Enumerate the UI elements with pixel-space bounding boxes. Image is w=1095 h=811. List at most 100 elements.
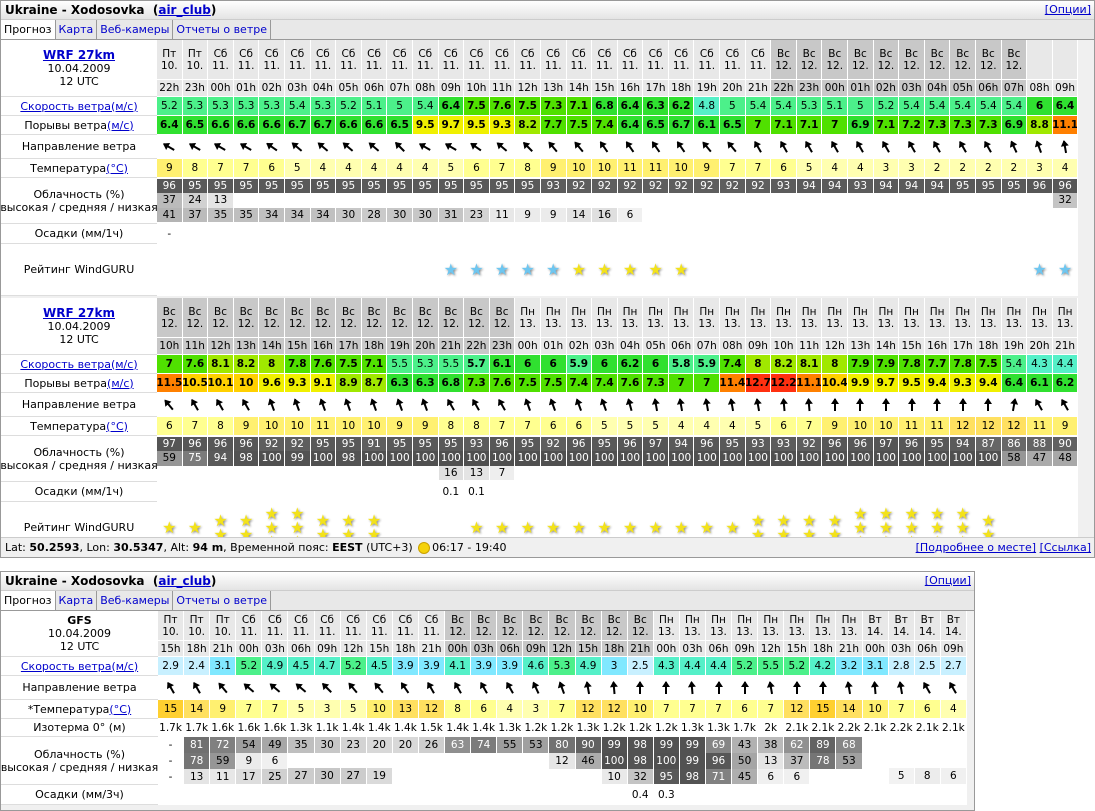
user-link[interactable]: air_club xyxy=(158,574,211,588)
temp-value: 10 xyxy=(290,420,304,432)
cloud-total: 55 xyxy=(497,737,523,753)
wind-direction-arrow-icon xyxy=(190,398,199,411)
gust-unit-link[interactable]: (м/с) xyxy=(107,118,134,132)
wind-direction-arrow-icon xyxy=(369,397,378,411)
temp-unit-link[interactable]: (°C) xyxy=(106,419,128,433)
tab-wind-reports[interactable]: Отчеты о ветре xyxy=(173,591,271,610)
cell-model: Сб 11. xyxy=(288,611,315,641)
row-label-cloud: Облачность (%) высокая / средняя / низкая xyxy=(1,436,157,482)
wind-direction-arrow-icon xyxy=(322,682,333,693)
cell-speed: 5.4 xyxy=(924,97,951,116)
temp-value: 14 xyxy=(842,703,856,715)
day-name: Пт xyxy=(187,47,202,60)
cell-dir xyxy=(262,676,289,700)
cell-gust: 11.1 xyxy=(1052,116,1079,135)
day-date: 11. xyxy=(240,625,258,638)
wind-speed-unit-link[interactable]: (м/с) xyxy=(110,99,138,113)
cell-speed: 8.1 xyxy=(208,355,234,374)
tab-wind-reports[interactable]: Отчеты о ветре xyxy=(173,20,271,39)
gust-unit-link[interactable]: (м/с) xyxy=(107,376,134,390)
gust-value: 8.9 xyxy=(339,377,358,389)
cloud-high: 9 xyxy=(236,752,262,769)
wind-direction-arrow-icon xyxy=(600,397,608,411)
model-name-link[interactable]: WRF 27km xyxy=(42,47,116,62)
cell-hour: 19h xyxy=(387,338,413,355)
day-name: Вс xyxy=(367,305,381,318)
cloud-total: 95 xyxy=(1001,178,1027,194)
temp-value: 9 xyxy=(421,420,429,432)
cloud-label: Облачность (%) xyxy=(33,187,125,201)
cell-rating: ★ xyxy=(592,244,618,296)
wind-direction-arrow-icon xyxy=(317,141,329,152)
cloud-low xyxy=(418,768,445,784)
options-link[interactable]: [Опции] xyxy=(1044,3,1091,16)
cell-speed: 7.8 xyxy=(899,355,925,374)
cloud-total: 86 xyxy=(1001,436,1027,452)
cell-precip xyxy=(679,785,706,805)
wind-speed-value: 6.8 xyxy=(595,100,614,112)
tab-webcams[interactable]: Веб-камеры xyxy=(97,591,174,610)
model-name-link[interactable]: WRF 27km xyxy=(42,305,116,320)
tab-map[interactable]: Карта xyxy=(56,591,98,610)
cell-speed: 6.4 xyxy=(1052,97,1079,116)
cell-gust: 6.3 xyxy=(387,374,413,393)
more-info-link[interactable]: [Подробнее о месте] xyxy=(915,541,1037,554)
wind-speed-value: 4.5 xyxy=(292,660,310,672)
cell-model: Сб 11. xyxy=(694,40,721,80)
cell-dir xyxy=(601,676,628,700)
cell-temp: 11 xyxy=(924,417,951,436)
cell-temp: 4 xyxy=(361,159,388,178)
hour: 01h xyxy=(850,82,871,94)
cell-speed: 8.2 xyxy=(771,355,797,374)
day-name: Вс xyxy=(503,613,517,626)
cell-cloud: 91 100 xyxy=(361,436,388,482)
cell-iso: 1.4k xyxy=(445,719,472,737)
tab-forecast[interactable]: Прогноз xyxy=(1,20,56,39)
cell-precip xyxy=(950,224,976,244)
tab-forecast[interactable]: Прогноз xyxy=(1,591,56,610)
cell-model: Сб 11. xyxy=(745,40,772,80)
temp-value: 2 xyxy=(959,162,967,174)
temp-unit-link[interactable]: (°C) xyxy=(106,161,128,175)
wind-direction-arrow-icon xyxy=(419,142,431,151)
cloud-mid: 16 xyxy=(592,207,617,223)
options-link[interactable]: [Опции] xyxy=(924,574,971,587)
cell-speed: 5.4 xyxy=(771,97,797,116)
wind-speed-link[interactable]: Скорость ветра xyxy=(20,357,111,371)
cell-temp: 12 xyxy=(950,417,976,436)
wind-direction-arrow-icon xyxy=(427,681,436,694)
gust-value: 10.5 xyxy=(182,377,208,389)
cell-precip xyxy=(888,785,915,805)
rating-star-icon: ★ xyxy=(264,517,279,537)
cloud-total: 95 xyxy=(336,436,361,452)
day-date: 13. xyxy=(775,317,792,330)
cell-hour: 23h xyxy=(182,80,209,97)
cell-hour: 21h xyxy=(627,641,654,657)
wind-direction-arrow-icon xyxy=(792,680,801,694)
wind-speed-link[interactable]: Скорость ветра xyxy=(20,99,111,113)
cell-speed: 5.4 xyxy=(1001,97,1028,116)
wind-speed-link[interactable]: Скорость ветра xyxy=(20,659,112,673)
user-link[interactable]: air_club xyxy=(158,3,211,17)
tab-webcams[interactable]: Веб-камеры xyxy=(97,20,174,39)
tab-map[interactable]: Карта xyxy=(56,20,98,39)
wind-direction-arrow-icon xyxy=(479,681,488,694)
wind-speed-unit-link[interactable]: (м/с) xyxy=(111,659,139,673)
wind-speed-unit-link[interactable]: (м/с) xyxy=(110,357,138,371)
day-date: 12. xyxy=(928,59,946,72)
wind-direction-arrow-icon xyxy=(625,397,634,411)
day-name: Пн xyxy=(955,305,971,318)
cell-gust: 7.3 xyxy=(976,116,1002,135)
day-name: Вс xyxy=(418,305,432,318)
cell-model: Сб 11. xyxy=(336,40,362,80)
cloud-total: 99 xyxy=(679,737,705,753)
hour: 21h xyxy=(747,82,768,94)
temp-unit-link[interactable]: (°C) xyxy=(109,702,132,716)
temp-value: 7 xyxy=(897,703,905,715)
temp-value: 11 xyxy=(648,162,663,174)
cloud-mid xyxy=(515,465,540,481)
wind-direction-arrow-icon xyxy=(805,140,814,153)
permalink[interactable]: [Ссылка] xyxy=(1039,541,1091,554)
temp-value: 8 xyxy=(447,420,455,432)
day-name: Вт xyxy=(868,613,882,626)
